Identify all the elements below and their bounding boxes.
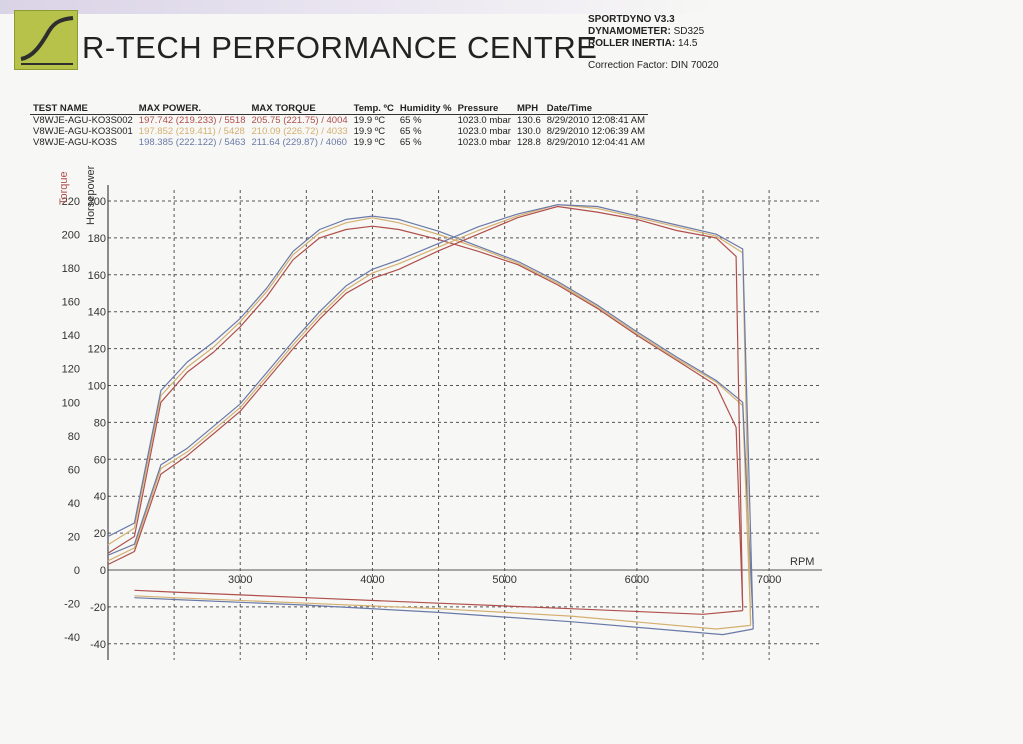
run-power: 198.385 (222.122) / 5463 — [138, 137, 246, 148]
y-tick-label-horsepower: 180 — [88, 233, 106, 245]
x-tick-label: 7000 — [757, 574, 781, 586]
y-tick-label-horsepower: -20 — [90, 602, 106, 614]
run-humidity: 65 % — [399, 115, 422, 126]
y-tick-label-horsepower: 60 — [94, 454, 106, 466]
y-tick-label-horsepower: 160 — [88, 270, 106, 282]
y-tick-label-horsepower: 200 — [88, 196, 106, 208]
series-line-coastdown — [134, 597, 754, 636]
run-mph: 128.8 — [516, 137, 541, 148]
dyno-value: SD325 — [673, 26, 705, 37]
company-name: R-TECH PERFORMANCE CENTRE — [82, 30, 598, 65]
y-tick-label-torque: 60 — [68, 464, 80, 476]
run-temp: 19.9 ºC — [353, 137, 386, 148]
x-tick-label: 5000 — [492, 574, 516, 586]
series-line-coastdown — [134, 595, 751, 630]
series-line-torque — [107, 217, 752, 621]
series-line-coastdown — [134, 589, 743, 615]
y-tick-label-torque: 220 — [62, 196, 80, 208]
y-tick-label-horsepower: -40 — [90, 639, 106, 651]
chart-axes: -40-20020406080100120140160180200220-40-… — [62, 185, 781, 660]
company-logo — [14, 10, 78, 70]
y-tick-label-horsepower: 120 — [88, 344, 106, 356]
run-temp: 19.9 ºC — [353, 115, 386, 126]
dyno-info: SPORTDYNO V3.3 DYNAMOMETER: SD325 ROLLER… — [588, 14, 719, 72]
y-tick-label-torque: -40 — [64, 632, 80, 644]
table-row: V8WJE-AGU-KO3S 198.385 (222.122) / 5463 … — [30, 137, 648, 148]
y-tick-label-torque: 80 — [68, 431, 80, 443]
series-line-torque — [107, 225, 744, 607]
run-name: V8WJE-AGU-KO3S — [33, 137, 117, 148]
series-line-horsepower — [107, 205, 744, 611]
y-tick-label-torque: 40 — [68, 498, 80, 510]
y-axis-label-horsepower: Horsepower — [85, 165, 97, 225]
run-datetime: 8/29/2010 12:08:41 AM — [546, 115, 645, 126]
run-torque: 210.09 (226.72) / 4033 — [251, 126, 348, 137]
x-tick-label: 3000 — [228, 574, 252, 586]
series-line-horsepower — [107, 204, 752, 626]
software-label: SPORTDYNO V3.3 — [588, 14, 675, 25]
col-datetime: Date/Time — [543, 103, 648, 115]
y-tick-label-torque: 160 — [62, 297, 80, 309]
y-tick-label-torque: -20 — [64, 599, 80, 611]
correction-value: DIN 70020 — [670, 60, 719, 71]
y-tick-label-torque: 140 — [62, 330, 80, 342]
x-axis-label: RPM — [790, 556, 814, 568]
col-max-power: MAX POWER. — [135, 103, 249, 115]
runs-table: TEST NAME MAX POWER. MAX TORQUE Temp. ºC… — [30, 103, 648, 148]
run-name: V8WJE-AGU-KO3S001 — [33, 126, 133, 137]
y-tick-label-horsepower: 140 — [88, 307, 106, 319]
inertia-value: 14.5 — [678, 38, 698, 49]
table-row: V8WJE-AGU-KO3S002 197.742 (219.233) / 55… — [30, 115, 648, 127]
table-row: V8WJE-AGU-KO3S001 197.852 (219.411) / 54… — [30, 126, 648, 137]
run-power: 197.742 (219.233) / 5518 — [138, 115, 246, 126]
run-humidity: 65 % — [399, 137, 422, 148]
chart-grid — [108, 190, 822, 660]
y-tick-label-torque: 0 — [74, 565, 80, 577]
y-tick-label-horsepower: 100 — [88, 381, 106, 393]
correction-label: Correction Factor: — [588, 60, 669, 71]
inertia-label: ROLLER INERTIA: — [588, 38, 676, 49]
col-pressure: Pressure — [454, 103, 514, 115]
y-tick-label-torque: 180 — [62, 263, 80, 275]
x-tick-label: 4000 — [360, 574, 384, 586]
col-humidity: Humidity % — [396, 103, 455, 115]
run-pressure: 1023.0 mbar — [457, 137, 511, 148]
y-tick-label-torque: 100 — [62, 397, 80, 409]
series-line-torque — [107, 215, 754, 624]
run-humidity: 65 % — [399, 126, 422, 137]
run-pressure: 1023.0 mbar — [457, 115, 511, 126]
run-torque: 205.75 (221.75) / 4004 — [251, 115, 348, 126]
x-tick-label: 6000 — [625, 574, 649, 586]
col-max-torque: MAX TORQUE — [248, 103, 351, 115]
run-name: V8WJE-AGU-KO3S002 — [33, 115, 133, 126]
col-test-name: TEST NAME — [30, 103, 136, 115]
run-pressure: 1023.0 mbar — [457, 126, 511, 137]
col-temp: Temp. ºC — [350, 103, 397, 115]
series-line-horsepower — [107, 204, 754, 630]
runs-header-row: TEST NAME MAX POWER. MAX TORQUE Temp. ºC… — [30, 103, 648, 115]
run-datetime: 8/29/2010 12:04:41 AM — [546, 137, 645, 148]
y-tick-label-torque: 200 — [62, 230, 80, 242]
top-color-band — [0, 0, 1023, 14]
y-tick-label-horsepower: 80 — [94, 417, 106, 429]
y-tick-label-horsepower: 0 — [100, 565, 106, 577]
dyno-label: DYNAMOMETER: — [588, 26, 671, 37]
y-tick-label-torque: 20 — [68, 531, 80, 543]
run-mph: 130.0 — [516, 126, 541, 137]
y-tick-label-horsepower: 20 — [94, 528, 106, 540]
run-power: 197.852 (219.411) / 5428 — [138, 126, 245, 137]
run-torque: 211.64 (229.87) / 4060 — [251, 137, 347, 148]
run-temp: 19.9 ºC — [353, 126, 386, 137]
y-tick-label-torque: 120 — [62, 364, 80, 376]
y-axis-label-torque: Torque — [58, 171, 70, 205]
run-datetime: 8/29/2010 12:06:39 AM — [546, 126, 645, 137]
run-mph: 130.6 — [516, 115, 541, 126]
y-tick-label-horsepower: 40 — [94, 491, 106, 503]
col-mph: MPH — [513, 103, 544, 115]
chart-series — [107, 204, 754, 636]
